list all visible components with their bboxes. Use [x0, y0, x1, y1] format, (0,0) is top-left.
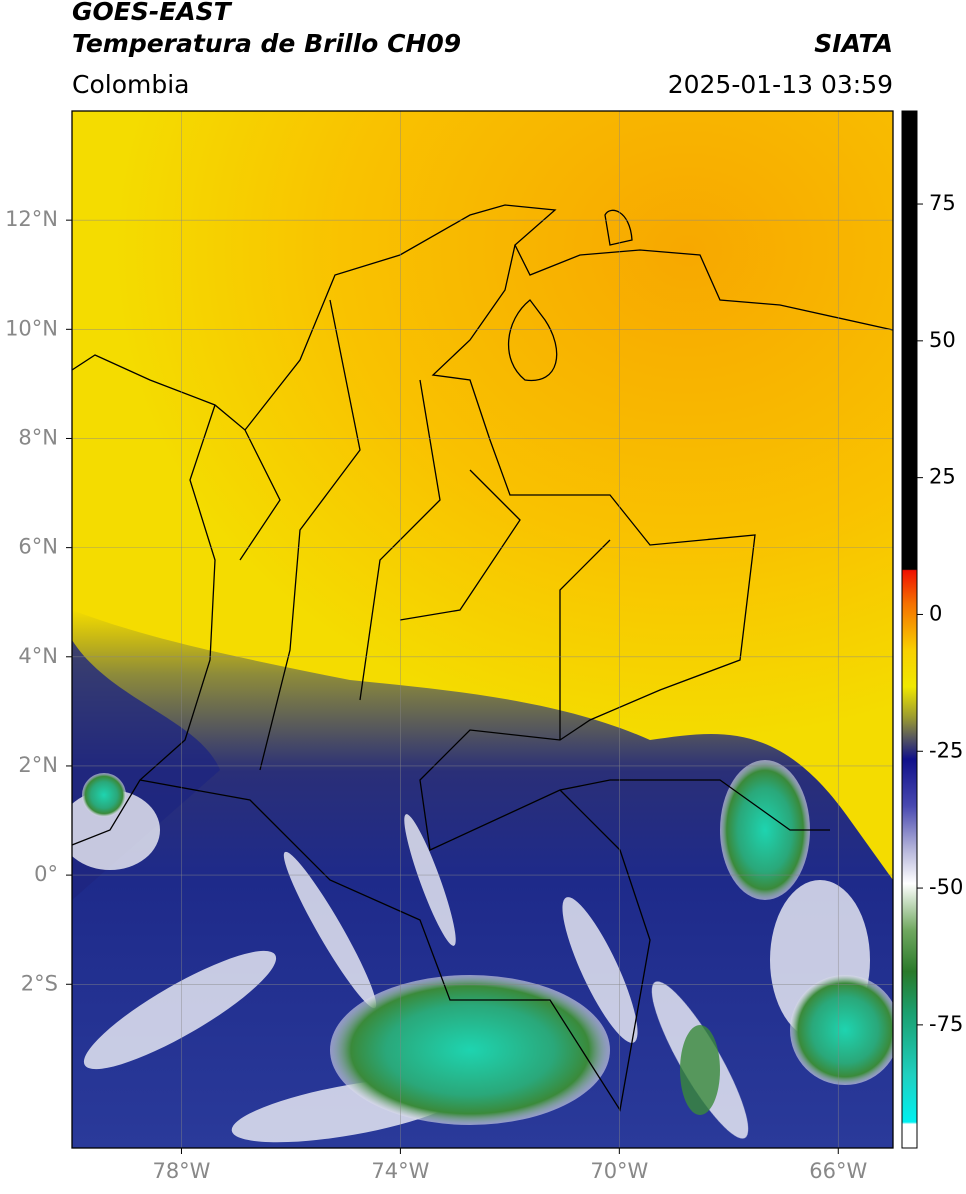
y-tick-label: 10°N — [5, 316, 58, 340]
colorbar — [901, 110, 918, 1149]
colorbar-tick-label: 50 — [929, 328, 956, 352]
region: Colombia — [72, 70, 189, 99]
y-tick-label: 4°N — [18, 644, 58, 668]
y-tick-label: 2°N — [18, 753, 58, 777]
y-tick-label: 8°N — [18, 425, 58, 449]
title: GOES-EAST — [72, 0, 233, 26]
x-tick-label: 74°W — [371, 1159, 429, 1183]
source: SIATA — [814, 29, 893, 58]
y-tick-label: 0° — [34, 862, 58, 886]
colorbar-tick-label: 0 — [929, 601, 942, 625]
x-tick-label: 78°W — [152, 1159, 210, 1183]
colorbar-tick-label: 25 — [929, 465, 956, 489]
y-tick-label: 6°N — [18, 535, 58, 559]
datetime: 2025-01-13 03:59 — [668, 70, 893, 99]
colorbar-tick-label: 75 — [929, 191, 956, 215]
colorbar-tick-label: -25 — [929, 738, 963, 762]
y-tick-label: 2°S — [21, 971, 58, 995]
colorbar-tick-label: -75 — [929, 1012, 963, 1036]
colorbar-tick-label: -50 — [929, 875, 963, 899]
x-tick-label: 66°W — [809, 1159, 867, 1183]
y-tick-label: 12°N — [5, 207, 58, 231]
x-tick-label: 70°W — [590, 1159, 648, 1183]
subtitle: Temperatura de Brillo CH09 — [72, 29, 461, 58]
map-frame — [71, 110, 894, 1149]
satellite-image — [72, 111, 893, 1148]
